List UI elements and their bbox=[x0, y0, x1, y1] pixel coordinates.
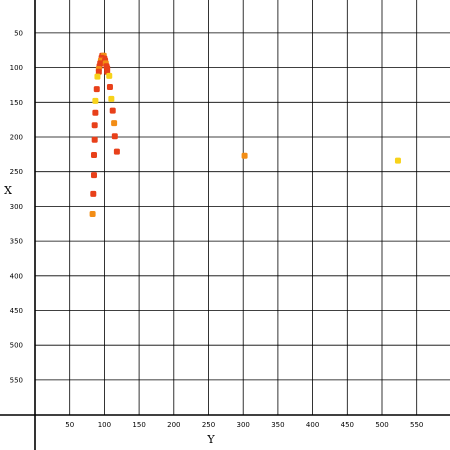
x-tick-label: 150 bbox=[132, 421, 145, 429]
x-tick-label: 550 bbox=[410, 421, 423, 429]
data-points bbox=[89, 52, 401, 218]
data-point bbox=[90, 190, 97, 197]
y-tick-label: 250 bbox=[10, 168, 23, 176]
grid-lines bbox=[35, 0, 450, 415]
data-point bbox=[93, 86, 100, 93]
y-tick-label: 550 bbox=[10, 376, 23, 384]
y-tick-label: 400 bbox=[10, 272, 23, 280]
data-point bbox=[91, 136, 98, 143]
x-tick-label: 400 bbox=[306, 421, 319, 429]
data-point bbox=[106, 72, 113, 79]
y-tick-label: 500 bbox=[10, 342, 23, 350]
data-point bbox=[394, 157, 401, 164]
data-point bbox=[90, 172, 97, 179]
y-tick-label: 50 bbox=[14, 29, 23, 37]
data-point bbox=[91, 122, 98, 129]
data-point bbox=[108, 95, 115, 102]
y-tick-labels: 50 100 150 200 250 300 350 400 450 500 550 bbox=[10, 29, 23, 384]
y-tick-label: 200 bbox=[10, 134, 23, 142]
data-point bbox=[92, 109, 99, 116]
data-point bbox=[241, 152, 248, 159]
y-axis-label: X bbox=[4, 184, 12, 197]
x-tick-label: 300 bbox=[237, 421, 250, 429]
x-tick-label: 50 bbox=[65, 421, 74, 429]
x-tick-label: 350 bbox=[271, 421, 284, 429]
y-tick-label: 150 bbox=[10, 99, 23, 107]
x-tick-label: 100 bbox=[98, 421, 111, 429]
data-point bbox=[94, 73, 101, 80]
x-tick-label: 500 bbox=[375, 421, 388, 429]
y-tick-label: 450 bbox=[10, 307, 23, 315]
y-tick-label: 100 bbox=[10, 64, 23, 72]
x-axis-label: Y bbox=[206, 433, 215, 446]
x-tick-labels: 50 100 150 200 250 300 350 400 450 500 550 bbox=[65, 421, 423, 429]
x-tick-label: 450 bbox=[341, 421, 354, 429]
data-point bbox=[111, 133, 118, 140]
y-tick-label: 300 bbox=[10, 203, 23, 211]
data-point bbox=[111, 120, 118, 127]
x-tick-label: 250 bbox=[202, 421, 215, 429]
data-point bbox=[109, 107, 116, 114]
x-tick-label: 200 bbox=[167, 421, 180, 429]
data-point bbox=[89, 211, 96, 218]
data-point bbox=[113, 148, 120, 155]
data-point bbox=[92, 97, 99, 104]
data-point bbox=[95, 68, 102, 75]
data-point bbox=[106, 84, 113, 91]
y-tick-label: 350 bbox=[10, 238, 23, 246]
data-point bbox=[90, 152, 97, 159]
